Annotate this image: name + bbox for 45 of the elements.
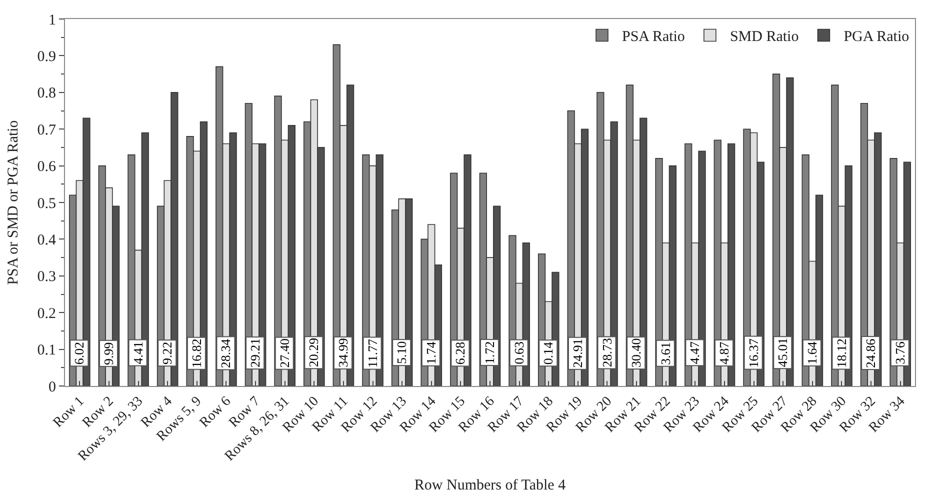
y-tick-label: 0.5 — [37, 196, 56, 212]
y-tick-label: 0.1 — [37, 342, 56, 359]
annotation: 29.21 — [248, 338, 263, 368]
y-axis-title: PSA or SMD or PGA Ratio — [6, 120, 22, 285]
x-axis-title: Row Numbers of Table 4 — [414, 477, 566, 494]
annotation: 16.37 — [746, 338, 761, 368]
annotation: 0.63 — [511, 342, 526, 364]
legend-label: PSA Ratio — [622, 29, 685, 46]
annotation: 1.74 — [423, 341, 438, 364]
annotation: 18.12 — [834, 338, 849, 368]
annotation: 5.10 — [394, 341, 410, 364]
annotation: 3.61 — [658, 342, 673, 365]
annotation: 28.34 — [218, 338, 234, 368]
annotation: 11.77 — [364, 338, 380, 368]
annotation: 16.82 — [188, 338, 204, 368]
annotation: 1.64 — [804, 341, 820, 364]
annotation: 3.76 — [892, 341, 908, 364]
annotation: 4.41 — [130, 342, 146, 364]
annotation: 6.28 — [452, 342, 468, 365]
legend-label: PGA Ratio — [844, 29, 910, 46]
y-tick-label: 0.8 — [37, 86, 56, 102]
y-tick-label: 1 — [48, 12, 56, 28]
annotation: 4.47 — [687, 340, 702, 364]
annotation: 6.02 — [72, 342, 87, 365]
annotation: 24.91 — [570, 338, 585, 368]
y-tick-label: 0.9 — [37, 48, 56, 65]
y-tick-label: 0.2 — [37, 306, 56, 322]
annotation: 30.40 — [628, 338, 644, 368]
y-tick-label: 0.6 — [37, 159, 56, 176]
annotation: 0.14 — [540, 341, 556, 365]
annotation: 45.01 — [775, 338, 790, 368]
annotation: 9.22 — [160, 342, 175, 365]
annotation: 34.99 — [335, 338, 350, 368]
annotation: 1.72 — [482, 341, 498, 364]
y-tick-label: 0.3 — [37, 269, 56, 286]
annotation: 9.99 — [101, 342, 116, 365]
legend-label: SMD Ratio — [730, 29, 799, 46]
annotation: 20.29 — [306, 338, 322, 368]
annotation: 28.73 — [599, 338, 614, 368]
annotation: 27.40 — [276, 338, 292, 368]
y-tick-label: 0 — [48, 379, 56, 396]
annotation: 4.87 — [716, 341, 732, 364]
y-tick-label: 0.4 — [37, 232, 56, 248]
annotation: 24.86 — [863, 338, 878, 368]
y-tick-label: 0.7 — [37, 122, 56, 138]
